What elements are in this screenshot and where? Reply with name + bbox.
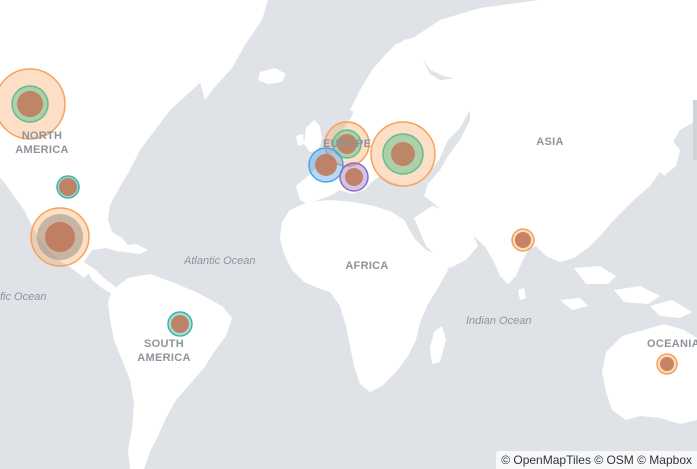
ireland-landmass xyxy=(296,134,304,146)
europe-landmass xyxy=(296,40,470,204)
madagascar-landmass xyxy=(430,326,446,364)
arctic-islands xyxy=(95,0,172,40)
asia-landmass xyxy=(410,0,697,284)
mexico-bubble[interactable] xyxy=(30,207,90,267)
russia-bubble[interactable] xyxy=(370,121,436,187)
edge-scroll-hint xyxy=(693,100,697,160)
scandinavia-landmass xyxy=(350,36,430,118)
italy-bubble[interactable] xyxy=(339,162,369,192)
sri-lanka-landmass xyxy=(518,288,526,300)
europe-north-bubble[interactable] xyxy=(324,121,370,167)
caribbean-islands xyxy=(118,244,148,254)
japan-landmass xyxy=(656,140,680,176)
arabian-peninsula-landmass xyxy=(414,206,478,268)
iceland-landmass xyxy=(258,68,286,84)
map-attribution[interactable]: © OpenMapTiles © OSM © Mapbox xyxy=(496,451,697,469)
usa-east-bubble[interactable] xyxy=(56,175,80,199)
brazil-bubble[interactable] xyxy=(167,311,193,337)
australia-landmass xyxy=(602,324,697,424)
southeast-asia-islands xyxy=(560,266,660,310)
spain-bubble[interactable] xyxy=(308,147,344,183)
central-america-landmass xyxy=(84,262,118,294)
africa-landmass xyxy=(280,200,452,392)
australia-bubble[interactable] xyxy=(656,353,678,375)
british-isles-landmass xyxy=(304,120,322,152)
new-guinea-landmass xyxy=(650,300,692,318)
south-america-landmass xyxy=(108,274,232,469)
north-america-bubble[interactable] xyxy=(0,68,66,140)
greenland-landmass xyxy=(172,0,268,100)
india-bubble[interactable] xyxy=(511,228,535,252)
